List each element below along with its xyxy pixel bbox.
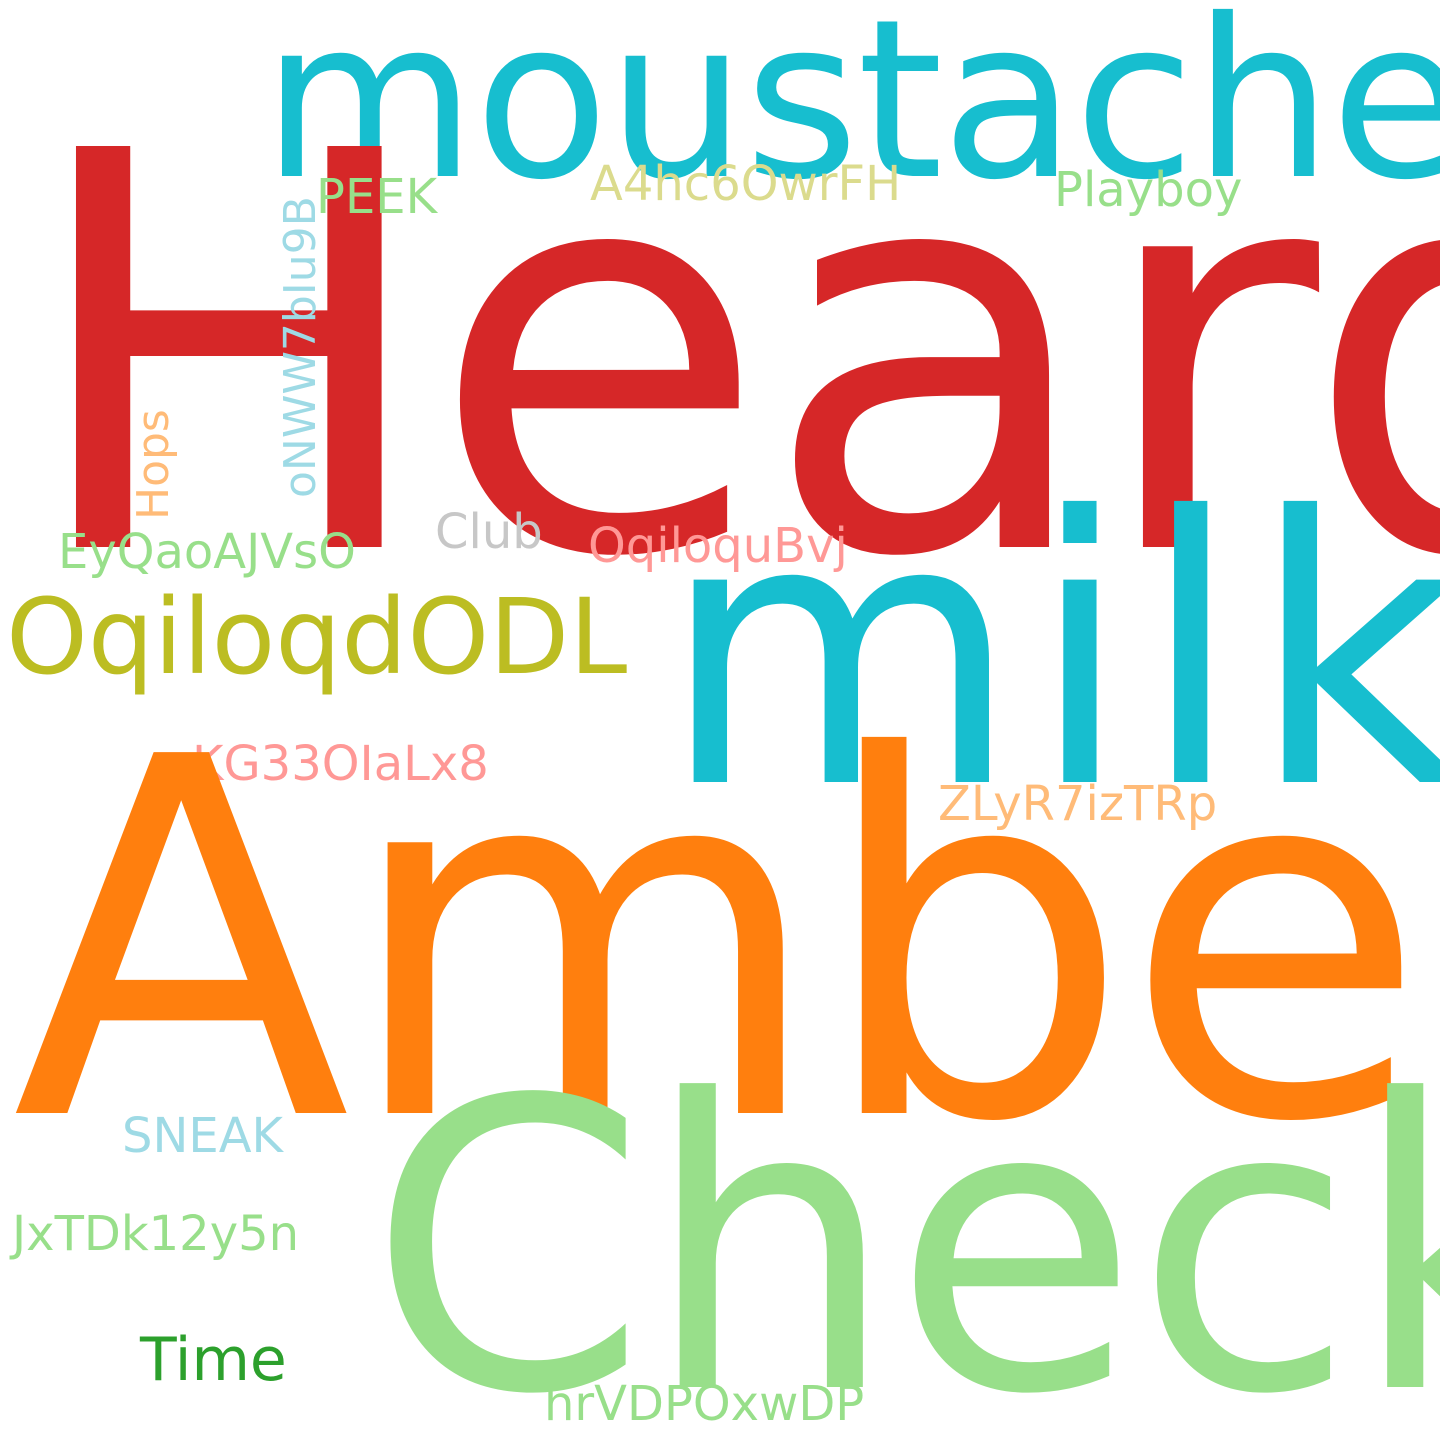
word-jxtdk12y5n: JxTDk12y5n: [12, 1206, 300, 1262]
word-moustache: moustache: [262, 0, 1440, 228]
word-zlyr7iztrp: ZLyR7izTRp: [938, 776, 1218, 832]
word-onww7biu9b: oNWW7bIu9B: [275, 196, 326, 498]
word-hrvdpoxwdp: hrVDPOxwDP: [544, 1376, 865, 1432]
word-a4hc6owrfh: A4hc6OwrFH: [590, 156, 902, 212]
word-amber: Amber: [12, 654, 1440, 1230]
word-check: Check: [368, 1017, 1440, 1440]
word-heard: Heard: [22, 36, 1440, 677]
word-eyqaoajvso: EyQaoAJVsO: [58, 524, 356, 580]
word-kg33oialx8: KG33OIaLx8: [192, 736, 489, 792]
word-oqiloqdodl: OqiloqdODL: [6, 576, 628, 698]
word-milk: milk: [660, 440, 1440, 870]
word-hops: Hops: [128, 409, 179, 520]
word-playboy: Playboy: [1054, 162, 1243, 218]
word-sneak: SNEAK: [122, 1108, 284, 1164]
word-time: Time: [140, 1325, 287, 1395]
word-oqiloqubvj: OqiloquBvj: [588, 518, 848, 574]
word-club: Club: [435, 504, 543, 560]
word-peek: PEEK: [316, 169, 438, 225]
